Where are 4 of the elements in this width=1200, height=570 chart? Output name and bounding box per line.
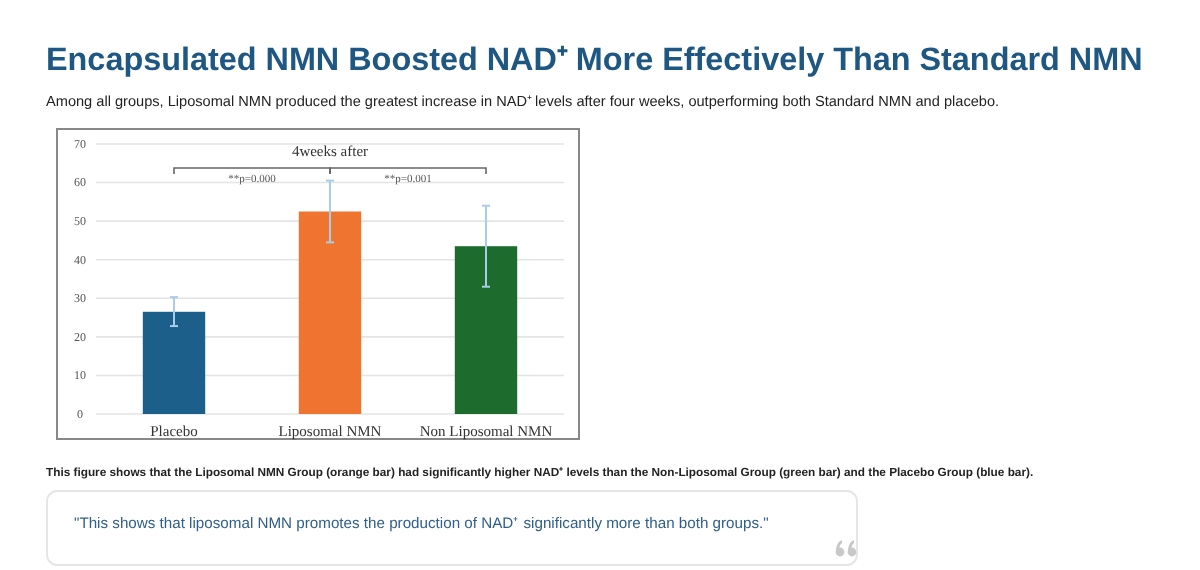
chart-title: Encapsulated NMN Boosted NAD⁺ More Effectively Than Standard NMN <box>46 42 1143 78</box>
bar <box>454 246 518 414</box>
bar <box>142 311 206 414</box>
bar <box>298 211 362 414</box>
